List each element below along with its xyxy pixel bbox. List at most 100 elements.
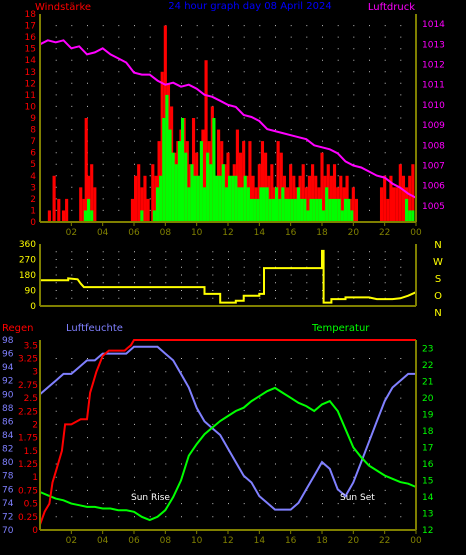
wind-gust-bar — [134, 175, 138, 222]
wind-average-bar — [162, 118, 166, 222]
rain-y-tick-label: 3.5 — [24, 341, 38, 351]
temperature-line — [39, 386, 417, 522]
bottom-panel-x-tick-label: 10 — [191, 536, 203, 546]
wind-average-bar — [234, 175, 238, 222]
temperature-y-tick-label: 20 — [422, 394, 434, 404]
humidity-y-tick-label: 92 — [2, 377, 13, 387]
wind-average-bar — [87, 198, 91, 222]
wind-average-bar — [322, 210, 326, 222]
rain-y-tick-label: 2.25 — [18, 407, 38, 417]
pressure-y-tick-label: 1012 — [422, 60, 445, 70]
wind-gust-bar — [57, 198, 61, 222]
rain-y-tick-label: 0 — [32, 526, 38, 536]
wind-average-bar — [290, 198, 294, 222]
direction-y-tick-label: 270 — [19, 256, 36, 266]
rain-y-tick-label: 0.75 — [18, 486, 38, 496]
wind-gust-bar — [395, 187, 399, 222]
wind-average-bar — [237, 187, 241, 222]
bottom-panel-x-tick-label: 06 — [128, 536, 140, 546]
wind-average-bar — [259, 187, 263, 222]
wind-panel-x-tick-label: 12 — [222, 228, 233, 238]
rain-y-tick-label: 2.75 — [18, 381, 38, 391]
wind-average-bar — [278, 198, 282, 222]
wind-average-bar — [159, 175, 163, 222]
wind-panel-x-tick-label: 00 — [410, 228, 422, 238]
wind-average-bar — [171, 152, 175, 222]
humidity-y-tick-label: 88 — [2, 404, 14, 414]
wind-gust-bar — [311, 164, 315, 222]
temperature-y-tick-label: 19 — [422, 410, 434, 420]
wind-average-bar — [168, 129, 172, 222]
wind-y-tick-label: 8 — [30, 126, 36, 136]
humidity-y-tick-label: 82 — [2, 445, 13, 455]
temperature-y-tick-label: 17 — [422, 443, 433, 453]
wind-y-tick-label: 13 — [25, 68, 36, 78]
wind-average-bar — [287, 198, 291, 222]
wind-average-bar — [155, 187, 160, 222]
wind-gust-bar — [386, 198, 390, 222]
wind-gust-bar — [90, 164, 94, 222]
wind-average-bar — [190, 164, 194, 222]
wind-y-tick-label: 7 — [30, 137, 36, 147]
pressure-y-tick-label: 1006 — [422, 182, 445, 192]
wind-gust-bar — [61, 210, 66, 222]
wind-y-tick-label: 10 — [25, 102, 37, 112]
wind-average-bar — [202, 187, 207, 222]
wind-gust-bar — [354, 198, 359, 222]
wind-gust-bar — [84, 118, 88, 222]
wind-gust-bar — [379, 187, 384, 222]
wind-average-bar — [284, 198, 288, 222]
wind-y-tick-label: 6 — [30, 149, 36, 159]
wind-gust-bar — [301, 164, 305, 222]
wind-average-bar — [152, 210, 156, 222]
humidity-y-tick-label: 98 — [2, 336, 14, 346]
wind-average-bar — [312, 198, 316, 222]
wind-axis-title: Windstärke — [35, 2, 91, 13]
direction-label-n-top: N — [434, 240, 441, 251]
pressure-y-tick-label: 1007 — [422, 161, 445, 171]
rain-y-tick-label: 2.5 — [24, 394, 38, 404]
wind-gust-bar — [332, 164, 337, 222]
wind-average-bar — [181, 118, 185, 222]
wind-gust-bar — [143, 175, 147, 222]
rain-humidity-temperature-panel: 0 0.25 0.5 0.75 1 1.25 1.5 1.75 2 2.25 2.5 2.75 3 3.2… — [2, 336, 434, 546]
wind-average-bar — [199, 141, 203, 222]
wind-average-bar — [212, 118, 216, 222]
wind-y-tick-label: 2 — [30, 195, 36, 205]
wind-panel-x-tick-label: 06 — [128, 228, 140, 238]
wind-gust-bar — [289, 164, 293, 222]
pressure-y-tick-label: 1014 — [422, 20, 445, 30]
humidity-y-tick-label: 86 — [2, 417, 14, 427]
wind-average-bar — [408, 210, 412, 222]
wind-average-bar — [196, 175, 200, 222]
wind-average-bar — [309, 198, 313, 222]
direction-y-tick-label: 0 — [30, 302, 36, 312]
temperature-y-tick-label: 15 — [422, 476, 433, 486]
wind-average-bar — [340, 210, 344, 222]
wind-average-bar — [296, 187, 301, 222]
wind-y-tick-label: 17 — [25, 22, 36, 32]
wind-panel-x-tick-label: 20 — [348, 228, 360, 238]
humidity-line — [39, 345, 416, 511]
wind-gust-bar — [320, 152, 324, 222]
wind-average-bar — [318, 198, 322, 222]
wind-average-bar — [90, 210, 94, 222]
wind-average-bar — [174, 164, 178, 222]
bottom-panel-x-tick-label: 14 — [254, 536, 266, 546]
sun-rise-label: Sun Rise — [131, 493, 170, 503]
bottom-panel-x-tick-label: 04 — [97, 536, 109, 546]
wind-average-bar — [246, 187, 250, 222]
temperature-y-tick-label: 18 — [422, 427, 434, 437]
wind-y-tick-label: 11 — [25, 91, 36, 101]
humidity-y-tick-label: 74 — [2, 499, 14, 509]
wind-average-bar — [337, 198, 341, 222]
pressure-y-tick-label: 1010 — [422, 101, 445, 111]
wind-y-tick-label: 3 — [30, 183, 36, 193]
temperature-y-tick-label: 12 — [422, 526, 433, 536]
wind-average-bar — [262, 187, 266, 222]
wind-average-bar — [331, 198, 335, 222]
wind-average-bar — [265, 187, 269, 222]
wind-average-bar — [193, 175, 197, 222]
wind-average-bar — [343, 198, 348, 222]
wind-gust-bar — [79, 187, 83, 222]
